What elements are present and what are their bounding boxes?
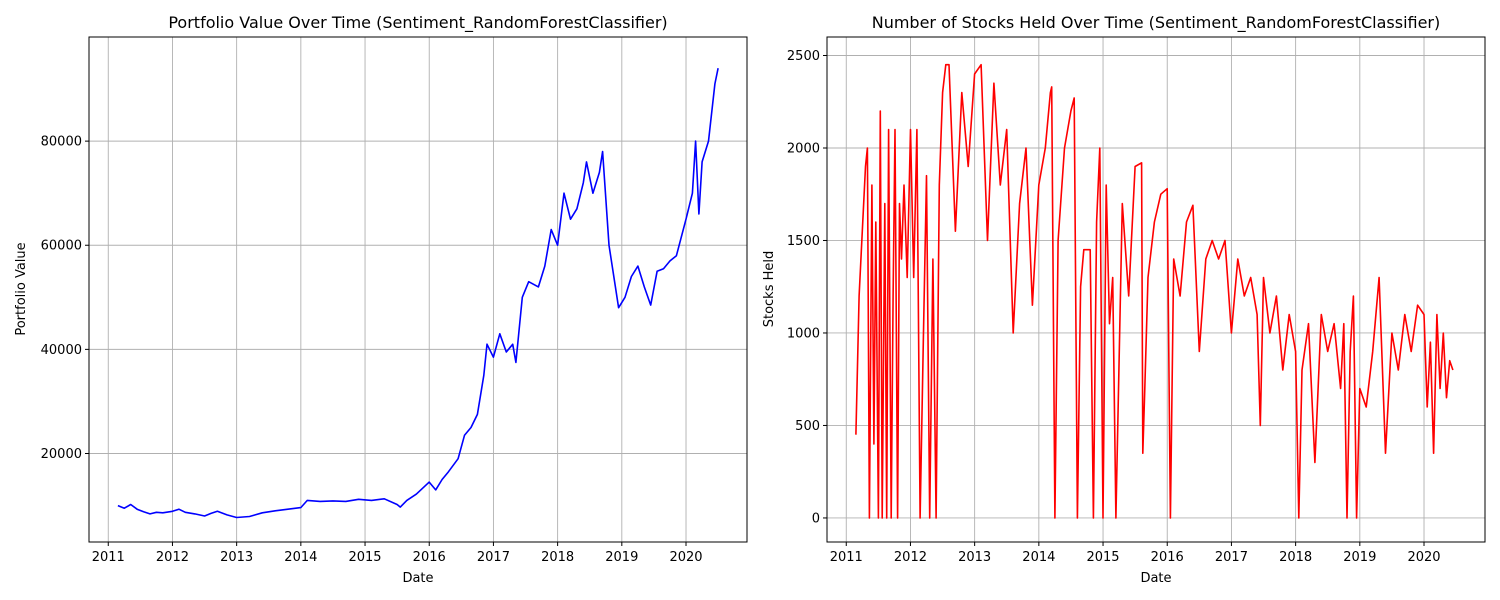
stocks-x-tick-label: 2011	[830, 550, 863, 565]
portfolio-x-tick-label: 2017	[477, 550, 510, 565]
portfolio-y-tick-label: 60000	[41, 239, 82, 254]
stocks-x-tick-label: 2017	[1215, 550, 1248, 565]
stocks-x-ticks: 2011 2012 2013 2014 2015 2016 2017 2018 2019 2020	[830, 542, 1441, 565]
portfolio-value-chart: 2011 2012 2013 2014 2015 2016 2017 2018 2019 2020…	[14, 13, 748, 586]
portfolio-x-tick-label: 2019	[605, 550, 638, 565]
stocks-y-tick-label: 500	[795, 419, 820, 434]
stocks-held-line	[855, 63, 1454, 519]
stocks-x-tick-label: 2020	[1407, 550, 1440, 565]
portfolio-y-ticks: 20000 40000 60000 80000	[41, 135, 89, 462]
stocks-x-tick-label: 2015	[1086, 550, 1119, 565]
portfolio-x-tick-label: 2012	[156, 550, 189, 565]
stocks-y-ticks: 0 500 1000 1500 2000 2500	[787, 49, 827, 526]
portfolio-x-axis-label: Date	[402, 571, 433, 586]
portfolio-x-tick-label: 2014	[284, 550, 317, 565]
portfolio-x-tick-label: 2015	[348, 550, 381, 565]
portfolio-x-tick-label: 2016	[413, 550, 446, 565]
stocks-held-chart: 2011 2012 2013 2014 2015 2016 2017 2018 2019 2020…	[762, 13, 1486, 586]
stocks-chart-title: Number of Stocks Held Over Time (Sentime…	[872, 13, 1441, 33]
portfolio-y-axis-label: Portfolio Value	[14, 242, 29, 335]
portfolio-y-tick-label: 80000	[41, 135, 82, 150]
stocks-y-tick-label: 1000	[787, 326, 820, 341]
stocks-x-tick-label: 2013	[958, 550, 991, 565]
portfolio-x-tick-label: 2020	[669, 550, 702, 565]
stocks-y-axis-label: Stocks Held	[762, 251, 777, 328]
stocks-x-tick-label: 2014	[1022, 550, 1055, 565]
stocks-grid	[827, 37, 1485, 542]
stocks-y-tick-label: 1500	[787, 234, 820, 249]
portfolio-x-tick-label: 2018	[541, 550, 574, 565]
stocks-x-tick-label: 2019	[1343, 550, 1376, 565]
portfolio-y-tick-label: 40000	[41, 343, 82, 358]
portfolio-x-ticks: 2011 2012 2013 2014 2015 2016 2017 2018 2019 2020	[92, 542, 703, 565]
portfolio-chart-title: Portfolio Value Over Time (Sentiment_Ran…	[168, 13, 667, 33]
stocks-y-tick-label: 2500	[787, 49, 820, 64]
portfolio-axes-frame	[88, 36, 748, 543]
portfolio-x-tick-label: 2013	[220, 550, 253, 565]
portfolio-grid	[89, 37, 747, 542]
portfolio-y-tick-label: 20000	[41, 447, 82, 462]
portfolio-value-line	[117, 68, 719, 519]
stocks-x-axis-label: Date	[1140, 571, 1171, 586]
portfolio-x-tick-label: 2011	[92, 550, 125, 565]
stocks-y-tick-label: 2000	[787, 141, 820, 156]
stocks-x-tick-label: 2018	[1279, 550, 1312, 565]
stocks-x-tick-label: 2012	[894, 550, 927, 565]
stocks-y-tick-label: 0	[812, 511, 820, 526]
stocks-axes-frame	[826, 36, 1486, 543]
stocks-x-tick-label: 2016	[1151, 550, 1184, 565]
